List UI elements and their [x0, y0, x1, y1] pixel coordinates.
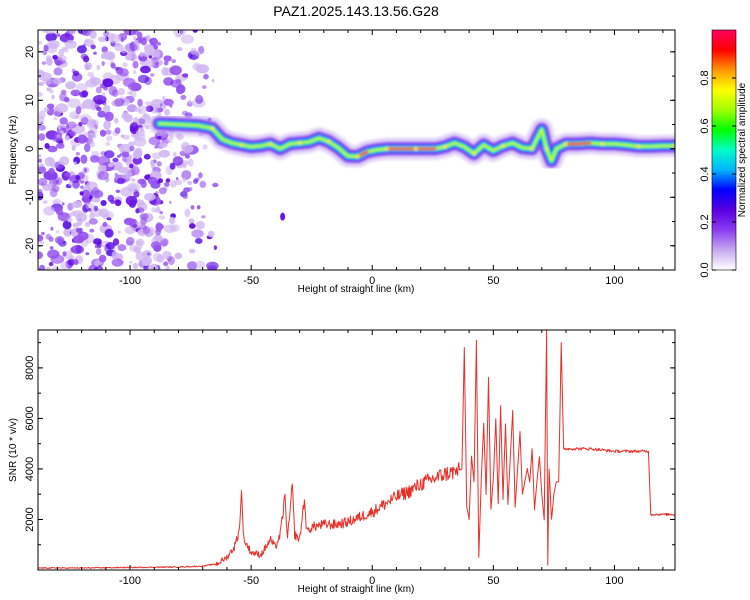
spectral-ridge — [148, 112, 675, 172]
ridge-point — [355, 154, 360, 159]
spectrogram-x-label: Height of straight line (km) — [298, 284, 415, 295]
spectrogram-y-tick-label: 20 — [24, 46, 36, 58]
ridge-point — [564, 142, 568, 146]
spectrogram-x-tick-label: -50 — [243, 275, 259, 287]
snr-y-tick-label: 6000 — [24, 406, 36, 430]
ridge-point — [210, 126, 215, 131]
colorbar-tick-label: 0.6 — [699, 118, 711, 133]
snr-panel: -100 -50 0 50 100 2000 4000 6000 8000 Height of … — [8, 329, 676, 595]
spectrogram-y-tick-label: -10 — [24, 189, 36, 205]
spectral-blob — [280, 212, 286, 221]
colorbar-tick-label: 0.0 — [699, 262, 711, 277]
snr-y-tick-label: 2000 — [24, 507, 36, 531]
spectrogram-y-label: Frequency (Hz) — [8, 116, 19, 185]
ridge-point — [501, 144, 505, 148]
snr-x-tick-label: 100 — [605, 575, 623, 587]
snr-y-tick-label: 4000 — [24, 457, 36, 481]
spectrogram-x-tick-label: -100 — [119, 275, 141, 287]
spectrogram-x-tick-label: 0 — [369, 275, 375, 287]
spectrogram-y-tick-label: 0 — [24, 146, 36, 152]
snr-x-label: Height of straight line (km) — [298, 584, 415, 595]
snr-x-tick-label: 0 — [369, 575, 375, 587]
colorbar-tick-label: 0.4 — [699, 166, 711, 181]
ridge-point — [385, 147, 389, 151]
spectrogram-marks — [38, 30, 675, 270]
ridge-point — [530, 147, 534, 151]
colorbar-ticks: 0.0 0.2 0.4 0.6 0.8 — [699, 70, 736, 278]
ridge-peak — [356, 150, 369, 158]
ridge-point — [544, 147, 549, 151]
figure-title: PAZ1.2025.143.13.56.G28 — [273, 3, 439, 19]
colorbar-frame — [711, 29, 737, 271]
ridge-point — [443, 145, 447, 149]
ridge-point — [268, 142, 273, 146]
spectrogram-x-tick-label: 100 — [605, 275, 623, 287]
ridge-point — [472, 151, 476, 156]
snr-series-line — [38, 330, 675, 569]
spectrogram-y-tick-label: 10 — [24, 94, 36, 106]
snr-x-tick-label: -50 — [243, 575, 259, 587]
spectrogram-x-tick-label: 50 — [487, 275, 499, 287]
spectrogram-y-tick-label: -20 — [24, 238, 36, 254]
snr-background — [38, 330, 675, 570]
ridge-point — [636, 144, 641, 149]
colorbar-label: Normalized spectral amplitude — [737, 82, 748, 217]
snr-ticks: -100 -50 0 50 100 2000 4000 6000 8000 — [24, 330, 675, 587]
ridge-point — [600, 142, 605, 146]
colorbar-tick-label: 0.8 — [699, 70, 711, 85]
snr-y-label: SNR (10 * v/v) — [8, 418, 19, 482]
ridge-point — [239, 143, 244, 147]
ridge-peak — [564, 141, 592, 146]
ridge-point — [326, 139, 331, 144]
snr-y-tick-label: 8000 — [24, 356, 36, 380]
spectrogram-frame — [37, 29, 676, 271]
colorbar: 0.0 0.2 0.4 0.6 0.8 Normalized spectral ampl… — [699, 29, 748, 278]
ridge-point — [414, 147, 418, 151]
snr-marks — [38, 330, 675, 569]
colorbar-tick-label: 0.2 — [699, 214, 711, 229]
snr-frame — [37, 329, 676, 571]
snr-x-tick-label: 50 — [487, 575, 499, 587]
colorbar-gradient — [712, 30, 736, 270]
snr-x-tick-label: -100 — [119, 575, 141, 587]
ridge-point — [297, 141, 302, 145]
